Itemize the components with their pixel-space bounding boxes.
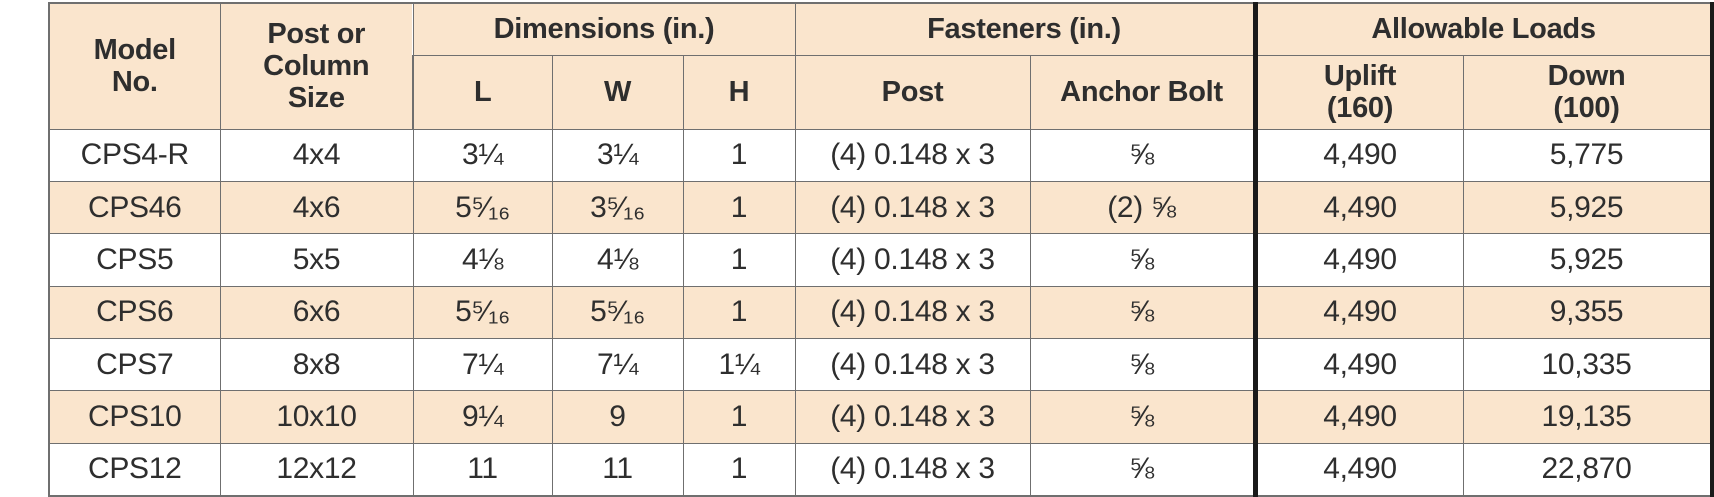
cell-dim-h: 1 xyxy=(682,233,796,287)
table-row: CPS5 5x5 4⅛ 4⅛ 1 (4) 0.148 x 3 ⅝ 4,490 5… xyxy=(48,233,1714,287)
cell-anchor-bolt: ⅝ xyxy=(1029,285,1256,340)
cell-model: CPS4-R xyxy=(48,128,221,182)
header-group-row: Model No. Post or Column Size Dimensions… xyxy=(48,2,1714,130)
cell-post-size: 6x6 xyxy=(219,285,414,340)
cell-uplift: 4,490 xyxy=(1252,338,1464,392)
header-sub-row: L W H Post Anchor Bolt Uplift (160) Down… xyxy=(49,54,1714,130)
cell-down: 9,355 xyxy=(1462,285,1714,340)
cell-dim-w: 3¼ xyxy=(551,128,684,182)
cell-uplift: 4,490 xyxy=(1252,390,1464,444)
model-label: CPS6 xyxy=(96,295,174,329)
model-label: CPS46 xyxy=(87,190,182,224)
cell-dim-l: 4⅛ xyxy=(412,233,553,287)
model-label: CPS12 xyxy=(87,452,182,486)
header-group-allowable-loads: Allowable Loads xyxy=(1252,2,1714,56)
model-label: CPS4-R xyxy=(80,138,190,172)
cell-down: 10,335 xyxy=(1462,338,1714,392)
cell-model: CPS5 xyxy=(48,233,221,287)
table-row: CPS46 4x6 5⁵⁄₁₆ 3⁵⁄₁₆ 1 (4) 0.148 x 3 (2… xyxy=(48,180,1714,235)
cell-anchor-bolt: ⅝ xyxy=(1029,442,1256,497)
cell-fastener-post: (4) 0.148 x 3 xyxy=(794,180,1031,235)
cell-uplift: 4,490 xyxy=(1252,233,1464,287)
cell-dim-h: 1¼ xyxy=(682,338,796,392)
header-group-dimensions: Dimensions (in.) xyxy=(412,2,796,56)
cell-model: CPS46 xyxy=(48,180,221,235)
cell-post-size: 4x6 xyxy=(219,180,414,235)
cell-down: 22,870 xyxy=(1462,442,1714,497)
cell-dim-l: 7¼ xyxy=(412,338,553,392)
cell-dim-h: 1 xyxy=(682,442,796,497)
cell-post-size: 12x12 xyxy=(219,442,414,497)
cell-dim-w: 7¼ xyxy=(551,338,684,392)
cell-fastener-post: (4) 0.148 x 3 xyxy=(794,338,1031,392)
cell-dim-l: 5⁵⁄₁₆ xyxy=(412,180,553,235)
cell-post-size: 5x5 xyxy=(219,233,414,287)
cell-model: CPS10 xyxy=(48,390,221,444)
cell-dim-w: 9 xyxy=(551,390,684,444)
header-group-fasteners: Fasteners (in.) xyxy=(794,2,1256,56)
cell-anchor-bolt: ⅝ xyxy=(1029,233,1256,287)
cell-uplift: 4,490 xyxy=(1252,180,1464,235)
header-fastener-anchor-bolt: Anchor Bolt xyxy=(1029,54,1256,130)
header-post-or-column-size: Post or Column Size xyxy=(219,2,414,130)
cell-anchor-bolt: ⅝ xyxy=(1029,338,1256,392)
cell-dim-h: 1 xyxy=(682,390,796,444)
cell-dim-w: 4⅛ xyxy=(551,233,684,287)
cell-down: 5,775 xyxy=(1462,128,1714,182)
cell-down: 19,135 xyxy=(1462,390,1714,444)
model-label: CPS7 xyxy=(96,347,174,381)
table-row: CPS10 10x10 9¼ 9 1 (4) 0.148 x 3 ⅝ 4,490… xyxy=(48,390,1714,444)
cell-dim-h: 1 xyxy=(682,180,796,235)
cell-down: 5,925 xyxy=(1462,233,1714,287)
cell-model: CPS7 xyxy=(48,338,221,392)
cell-dim-l: 11 xyxy=(412,442,553,497)
cell-uplift: 4,490 xyxy=(1252,128,1464,182)
cell-fastener-post: (4) 0.148 x 3 xyxy=(794,390,1031,444)
cell-anchor-bolt: ⅝ xyxy=(1029,128,1256,182)
cell-uplift: 4,490 xyxy=(1252,442,1464,497)
cell-fastener-post: (4) 0.148 x 3 xyxy=(794,128,1031,182)
header-fastener-post: Post xyxy=(794,54,1031,130)
table-row: CPS4-R 4x4 3¼ 3¼ 1 (4) 0.148 x 3 ⅝ 4,490… xyxy=(48,128,1714,182)
cell-fastener-post: (4) 0.148 x 3 xyxy=(794,442,1031,497)
load-rating-table: Model No. Post or Column Size Dimensions… xyxy=(48,2,1714,497)
cell-dim-l: 5⁵⁄₁₆ xyxy=(412,285,553,340)
cell-dim-w: 5⁵⁄₁₆ xyxy=(551,285,684,340)
cell-post-size: 8x8 xyxy=(219,338,414,392)
cell-dim-h: 1 xyxy=(682,128,796,182)
cell-dim-w: 11 xyxy=(551,442,684,497)
table-row: CPS12 12x12 11 11 1 (4) 0.148 x 3 ⅝ 4,49… xyxy=(48,442,1714,497)
table-row: CPS7 8x8 7¼ 7¼ 1¼ (4) 0.148 x 3 ⅝ 4,490 … xyxy=(48,338,1714,392)
cell-dim-l: 3¼ xyxy=(412,128,553,182)
model-label: CPS10 xyxy=(87,400,182,434)
cell-dim-w: 3⁵⁄₁₆ xyxy=(551,180,684,235)
header-dim-h: H xyxy=(682,54,796,130)
cell-anchor-bolt: (2) ⅝ xyxy=(1029,180,1256,235)
header-load-down: Down (100) xyxy=(1462,54,1714,130)
cell-post-size: 10x10 xyxy=(219,390,414,444)
cell-dim-l: 9¼ xyxy=(412,390,553,444)
model-label: CPS5 xyxy=(96,242,174,276)
cell-fastener-post: (4) 0.148 x 3 xyxy=(794,285,1031,340)
header-dim-w: W xyxy=(551,54,684,130)
header-dim-l: L xyxy=(412,54,553,130)
table-row: CPS6 6x6 5⁵⁄₁₆ 5⁵⁄₁₆ 1 (4) 0.148 x 3 ⅝ 4… xyxy=(48,285,1714,340)
cell-down: 5,925 xyxy=(1462,180,1714,235)
header-model-no: Model No. xyxy=(48,2,221,130)
cell-dim-h: 1 xyxy=(682,285,796,340)
cell-post-size: 4x4 xyxy=(219,128,414,182)
cell-model: CPS12 xyxy=(48,442,221,497)
cell-fastener-post: (4) 0.148 x 3 xyxy=(794,233,1031,287)
cell-model: CPS6 xyxy=(48,285,221,340)
cell-anchor-bolt: ⅝ xyxy=(1029,390,1256,444)
header-load-uplift: Uplift (160) xyxy=(1252,54,1464,130)
cell-uplift: 4,490 xyxy=(1252,285,1464,340)
